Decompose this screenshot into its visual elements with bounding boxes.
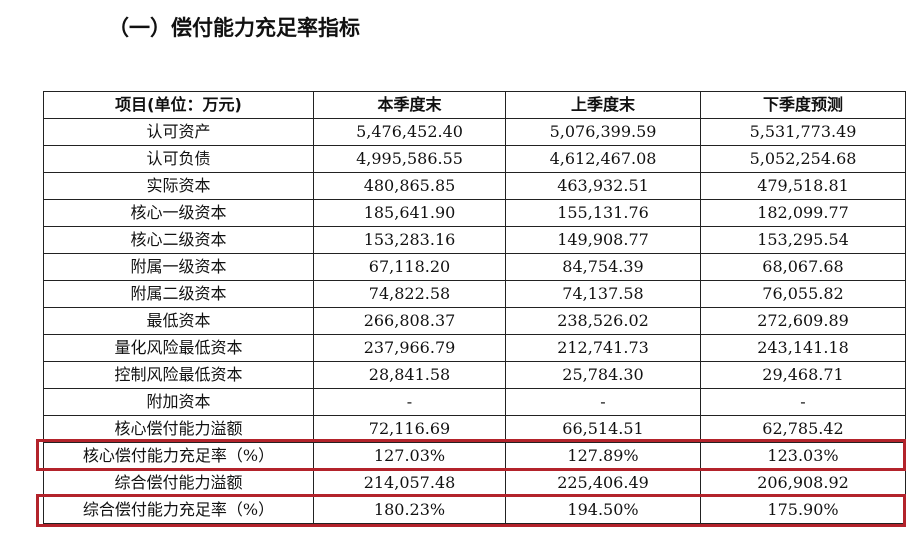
cell-value: 67,118.20 — [313, 253, 506, 281]
cell-value: 212,741.73 — [505, 334, 701, 362]
row-label: 控制风险最低资本 — [43, 361, 314, 389]
table-row: 附属一级资本 67,118.20 84,754.39 68,067.68 — [43, 253, 906, 281]
table-row: 量化风险最低资本 237,966.79 212,741.73 243,141.18 — [43, 334, 906, 362]
cell-value: 180.23% — [313, 496, 506, 524]
table-row: 核心二级资本 153,283.16 149,908.77 153,295.54 — [43, 226, 906, 254]
cell-value: 194.50% — [505, 496, 701, 524]
cell-value: 84,754.39 — [505, 253, 701, 281]
row-label: 实际资本 — [43, 172, 314, 200]
cell-value: 153,295.54 — [700, 226, 906, 254]
cell-value: 185,641.90 — [313, 199, 506, 227]
cell-value: 5,076,399.59 — [505, 118, 701, 146]
table-row: 核心一级资本 185,641.90 155,131.76 182,099.77 — [43, 199, 906, 227]
cell-value: 5,476,452.40 — [313, 118, 506, 146]
cell-value: 74,822.58 — [313, 280, 506, 308]
cell-value: 155,131.76 — [505, 199, 701, 227]
row-label: 核心二级资本 — [43, 226, 314, 254]
row-label: 量化风险最低资本 — [43, 334, 314, 362]
cell-value: 66,514.51 — [505, 415, 701, 443]
header-next-quarter-forecast: 下季度预测 — [700, 91, 906, 119]
cell-value: 123.03% — [700, 442, 906, 470]
cell-value: 206,908.92 — [700, 469, 906, 497]
cell-value: 214,057.48 — [313, 469, 506, 497]
table-row: 认可资产 5,476,452.40 5,076,399.59 5,531,773.49 — [43, 118, 906, 146]
row-label: 附加资本 — [43, 388, 314, 416]
cell-value: 68,067.68 — [700, 253, 906, 281]
section-title: （一）偿付能力充足率指标 — [108, 16, 360, 40]
row-label: 核心偿付能力溢额 — [43, 415, 314, 443]
cell-value: 76,055.82 — [700, 280, 906, 308]
cell-value: 175.90% — [700, 496, 906, 524]
table-row: 最低资本 266,808.37 238,526.02 272,609.89 — [43, 307, 906, 335]
cell-value: 480,865.85 — [313, 172, 506, 200]
row-label: 综合偿付能力溢额 — [43, 469, 314, 497]
cell-value: 127.89% — [505, 442, 701, 470]
cell-value: 463,932.51 — [505, 172, 701, 200]
table-header-row: 项目(单位：万元) 本季度末 上季度末 下季度预测 — [43, 91, 906, 119]
cell-value: - — [700, 388, 906, 416]
cell-value: 5,052,254.68 — [700, 145, 906, 173]
table-row: 核心偿付能力溢额 72,116.69 66,514.51 62,785.42 — [43, 415, 906, 443]
table-row: 综合偿付能力溢额 214,057.48 225,406.49 206,908.92 — [43, 469, 906, 497]
table-row: 实际资本 480,865.85 463,932.51 479,518.81 — [43, 172, 906, 200]
table-row: 附属二级资本 74,822.58 74,137.58 76,055.82 — [43, 280, 906, 308]
row-label: 综合偿付能力充足率（%） — [43, 496, 314, 524]
table-row: 附加资本 - - - — [43, 388, 906, 416]
cell-value: 153,283.16 — [313, 226, 506, 254]
cell-value: 237,966.79 — [313, 334, 506, 362]
cell-value: 272,609.89 — [700, 307, 906, 335]
cell-value: 4,612,467.08 — [505, 145, 701, 173]
cell-value: 127.03% — [313, 442, 506, 470]
row-label: 核心偿付能力充足率（%） — [43, 442, 314, 470]
cell-value: 266,808.37 — [313, 307, 506, 335]
header-item: 项目(单位：万元) — [43, 91, 314, 119]
row-label: 最低资本 — [43, 307, 314, 335]
row-label: 附属一级资本 — [43, 253, 314, 281]
cell-value: - — [505, 388, 701, 416]
cell-value: 182,099.77 — [700, 199, 906, 227]
cell-value: 62,785.42 — [700, 415, 906, 443]
table-row: 综合偿付能力充足率（%） 180.23% 194.50% 175.90% — [43, 496, 906, 524]
row-label: 核心一级资本 — [43, 199, 314, 227]
cell-value: 479,518.81 — [700, 172, 906, 200]
solvency-table: 项目(单位：万元) 本季度末 上季度末 下季度预测 认可资产 5,476,452.… — [43, 91, 906, 524]
table-row: 核心偿付能力充足率（%） 127.03% 127.89% 123.03% — [43, 442, 906, 470]
cell-value: 5,531,773.49 — [700, 118, 906, 146]
row-label: 认可负债 — [43, 145, 314, 173]
cell-value: 28,841.58 — [313, 361, 506, 389]
cell-value: - — [313, 388, 506, 416]
cell-value: 243,141.18 — [700, 334, 906, 362]
header-previous-quarter: 上季度末 — [505, 91, 701, 119]
cell-value: 25,784.30 — [505, 361, 701, 389]
row-label: 附属二级资本 — [43, 280, 314, 308]
cell-value: 149,908.77 — [505, 226, 701, 254]
cell-value: 72,116.69 — [313, 415, 506, 443]
cell-value: 238,526.02 — [505, 307, 701, 335]
cell-value: 29,468.71 — [700, 361, 906, 389]
header-current-quarter: 本季度末 — [313, 91, 506, 119]
cell-value: 74,137.58 — [505, 280, 701, 308]
cell-value: 225,406.49 — [505, 469, 701, 497]
table-row: 控制风险最低资本 28,841.58 25,784.30 29,468.71 — [43, 361, 906, 389]
table-row: 认可负债 4,995,586.55 4,612,467.08 5,052,254.68 — [43, 145, 906, 173]
row-label: 认可资产 — [43, 118, 314, 146]
cell-value: 4,995,586.55 — [313, 145, 506, 173]
